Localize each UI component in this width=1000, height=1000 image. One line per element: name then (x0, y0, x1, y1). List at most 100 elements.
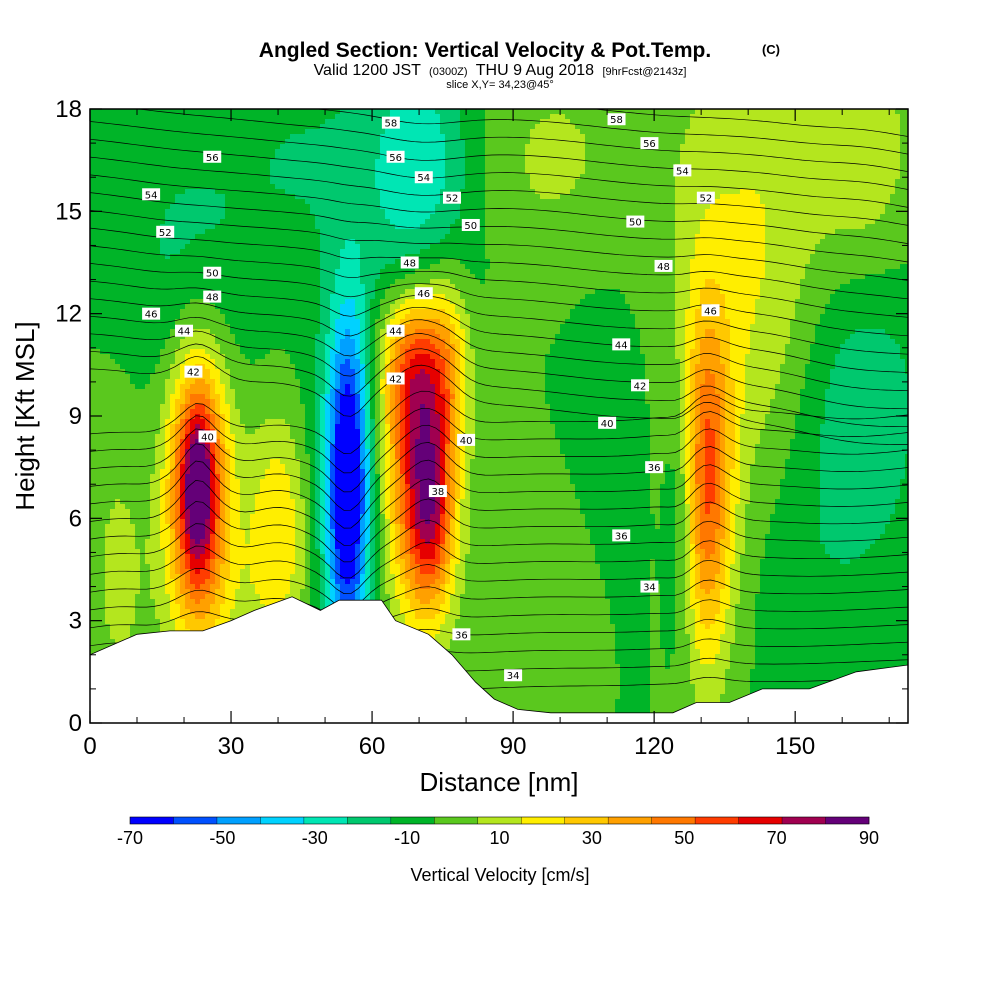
velocity-cell (440, 124, 446, 130)
velocity-cell (695, 159, 701, 165)
velocity-cell (885, 119, 891, 125)
velocity-cell (235, 124, 241, 130)
velocity-cell (750, 254, 756, 260)
velocity-cell (325, 129, 331, 135)
velocity-cell (640, 189, 646, 195)
velocity-cell (440, 199, 446, 205)
velocity-cell (515, 244, 521, 250)
velocity-cell (415, 149, 421, 155)
velocity-cell (100, 164, 106, 170)
velocity-cell (415, 194, 421, 200)
velocity-cell (285, 254, 291, 260)
velocity-cell (880, 159, 886, 165)
velocity-cell (575, 254, 581, 260)
velocity-cell (240, 249, 246, 255)
velocity-cell (755, 169, 761, 175)
velocity-cell (670, 144, 676, 150)
velocity-cell (885, 174, 891, 180)
velocity-cell (600, 229, 606, 235)
velocity-cell (355, 189, 361, 195)
velocity-cell (675, 239, 681, 245)
velocity-cell (390, 129, 396, 135)
velocity-cell (550, 209, 556, 215)
velocity-cell (145, 124, 151, 130)
velocity-cell (520, 114, 526, 120)
velocity-cell (175, 139, 181, 145)
velocity-cell (115, 144, 121, 150)
velocity-cell (900, 224, 906, 230)
velocity-cell (300, 184, 306, 190)
velocity-cell (320, 209, 326, 215)
velocity-cell (835, 169, 841, 175)
velocity-cell (875, 229, 881, 235)
velocity-cell (100, 174, 106, 180)
velocity-cell (250, 184, 256, 190)
velocity-cell (395, 259, 401, 265)
velocity-cell (230, 259, 236, 265)
velocity-cell (610, 174, 616, 180)
velocity-cell (185, 179, 191, 185)
velocity-cell (360, 134, 366, 140)
velocity-cell (890, 149, 896, 155)
velocity-cell (320, 154, 326, 160)
velocity-cell (495, 199, 501, 205)
velocity-cell (200, 199, 206, 205)
velocity-cell (215, 119, 221, 125)
velocity-cell (810, 129, 816, 135)
velocity-cell (90, 169, 96, 175)
velocity-cell (330, 224, 336, 230)
velocity-cell (585, 124, 591, 130)
velocity-cell (335, 224, 341, 230)
velocity-cell (560, 139, 566, 145)
velocity-cell (805, 169, 811, 175)
velocity-cell (225, 159, 231, 165)
velocity-cell (340, 129, 346, 135)
velocity-cell (395, 139, 401, 145)
velocity-cell (400, 234, 406, 240)
velocity-cell (580, 239, 586, 245)
velocity-cell (725, 224, 731, 230)
velocity-cell (730, 189, 736, 195)
velocity-cell (445, 109, 451, 115)
velocity-cell (535, 119, 541, 125)
velocity-cell (195, 209, 201, 215)
velocity-cell (905, 194, 908, 200)
velocity-cell (265, 189, 271, 195)
velocity-cell (875, 169, 881, 175)
velocity-cell (810, 219, 816, 225)
velocity-cell (220, 159, 226, 165)
velocity-cell (210, 179, 216, 185)
velocity-cell (290, 109, 296, 115)
velocity-cell (175, 199, 181, 205)
velocity-cell (835, 179, 841, 185)
velocity-cell (525, 229, 531, 235)
velocity-cell (305, 249, 311, 255)
velocity-cell (745, 144, 751, 150)
velocity-cell (250, 254, 256, 260)
velocity-cell (450, 119, 456, 125)
velocity-cell (565, 114, 571, 120)
velocity-cell (865, 174, 871, 180)
velocity-cell (485, 229, 491, 235)
velocity-cell (850, 224, 856, 230)
velocity-cell (420, 229, 426, 235)
velocity-cell (215, 189, 221, 195)
velocity-cell (260, 184, 266, 190)
velocity-cell (285, 229, 291, 235)
velocity-cell (330, 239, 336, 245)
velocity-cell (175, 254, 181, 260)
velocity-cell (225, 139, 231, 145)
velocity-cell (860, 239, 866, 245)
velocity-cell (605, 124, 611, 130)
velocity-cell (655, 124, 661, 130)
velocity-cell (580, 249, 586, 255)
velocity-cell (790, 149, 796, 155)
velocity-cell (575, 144, 581, 150)
velocity-cell (585, 254, 591, 260)
velocity-cell (180, 184, 186, 190)
velocity-cell (245, 209, 251, 215)
velocity-cell (860, 169, 866, 175)
velocity-cell (225, 239, 231, 245)
velocity-cell (700, 164, 706, 170)
velocity-cell (335, 124, 341, 130)
